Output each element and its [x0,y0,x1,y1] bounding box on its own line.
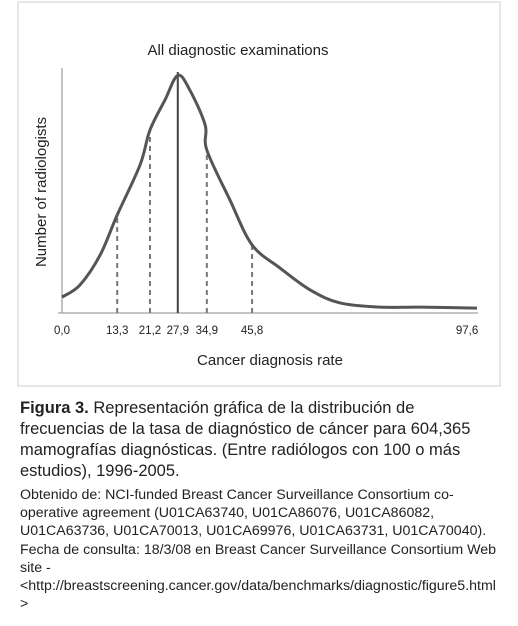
caption-source: Obtenido de: NCI-funded Breast Cancer Su… [20,487,497,613]
caption: Figura 3. Representación gráfica de la d… [20,398,500,482]
caption-text: Representación gráfica de la distribució… [20,399,471,480]
x-tick-label: 27,9 [167,325,189,337]
x-tick-label: 34,9 [196,325,218,337]
chart-frame [17,1,501,387]
x-axis-label: Cancer diagnosis rate [197,352,343,369]
x-tick-label: 45,8 [241,325,263,337]
chart: All diagnostic examinations Cancer diagn… [17,1,501,387]
x-tick-label: 0,0 [54,325,70,337]
x-tick-label: 21,2 [139,325,161,337]
caption-label: Figura 3. [20,399,89,417]
x-tick-label: 97,6 [456,325,478,337]
y-axis-label: Number of radiologists [33,117,50,267]
chart-title: All diagnostic examinations [148,42,329,59]
distribution-curve [61,73,478,310]
x-tick-label: 13,3 [106,325,128,337]
